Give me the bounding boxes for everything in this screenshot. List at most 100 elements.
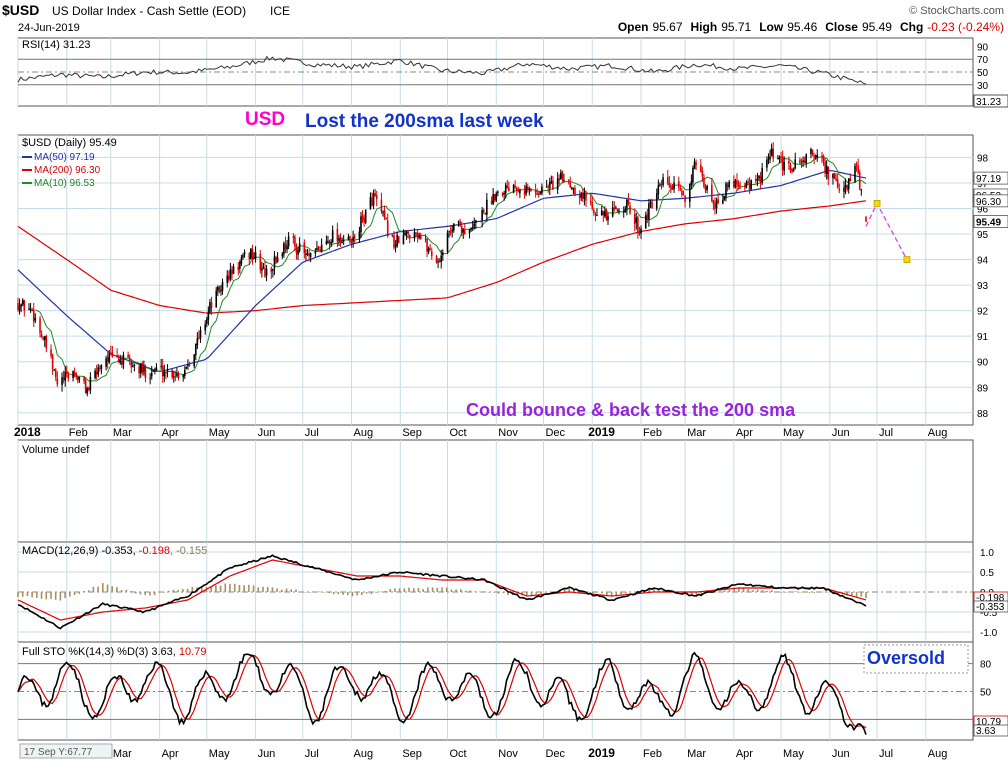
candle-body (593, 210, 595, 213)
macd-hist-bar (794, 591, 797, 592)
low-label: Low (759, 20, 784, 34)
projection-marker (903, 256, 911, 263)
macd-hist-bar (356, 592, 359, 596)
candle-body (670, 185, 672, 189)
candle-body (459, 221, 461, 227)
candle-body (690, 181, 693, 185)
candle-body (99, 367, 101, 369)
candle-body (67, 374, 70, 379)
candle-body (342, 239, 345, 242)
x-tick-label: Feb (69, 427, 88, 439)
macd-hist-bar (351, 592, 354, 597)
macd-hist-bar (365, 592, 368, 594)
macd-hist-bar (493, 592, 495, 593)
macd-hist-bar (615, 592, 618, 596)
candle-body (286, 245, 288, 250)
candle-body (734, 180, 737, 188)
stochastic-gridlines (17, 642, 973, 740)
macd-hist-bar (130, 591, 132, 592)
macd-hist-bar (422, 588, 424, 592)
candle-body (319, 249, 321, 251)
macd-hist-bar (587, 592, 589, 593)
candle-body (78, 376, 81, 380)
candle-body (571, 188, 573, 190)
candle-body (254, 252, 257, 259)
macd-hist-bar (394, 588, 396, 592)
candle-body (666, 177, 669, 183)
candle-body (31, 309, 33, 312)
macd-title-hist: , -0.155 (170, 545, 207, 557)
candle-body (314, 250, 317, 254)
macd-hist-bar (252, 585, 255, 592)
macd-hist-bar (549, 591, 552, 593)
stochastic-right-label: 3.63 (976, 726, 996, 737)
macd-title: MACD(12,26,9) -0.353, -0.198, -0.155 (22, 545, 207, 557)
candle-body (232, 266, 235, 274)
stochastic-right-labels: 10.793.63 (973, 715, 1008, 737)
candle-body (849, 178, 852, 182)
macd-hist-bar (238, 584, 241, 592)
candle-body (45, 335, 48, 349)
candle-body (747, 180, 749, 184)
candle-body (284, 243, 287, 250)
macd-hist-bar (761, 590, 764, 592)
candle-body (407, 231, 409, 235)
macd-hist-bar (31, 592, 33, 598)
candle-body (262, 266, 265, 268)
candle-body (42, 337, 44, 340)
stochastic-right-label-box (973, 724, 1008, 737)
candle-body (843, 187, 845, 192)
candle-body (361, 215, 364, 220)
x-tick-label: Aug (354, 748, 374, 760)
candle-body (722, 199, 724, 204)
legend-ma10-swatch (22, 182, 32, 184)
candle-body (550, 181, 553, 184)
macd-hist-bar (516, 592, 519, 595)
candle-body (585, 193, 587, 201)
candle-body (95, 371, 98, 375)
candle-body (580, 193, 583, 198)
candle-body (408, 235, 411, 239)
macd-hist-bar (389, 589, 391, 592)
candle-body (53, 369, 55, 371)
x-tick-label: Mar (687, 427, 706, 439)
candle-body (105, 358, 107, 367)
candle-body (777, 158, 779, 160)
candle-body (712, 200, 715, 204)
macd-hist-bar (634, 592, 636, 593)
macd-hist-bar (860, 592, 863, 597)
candle-body (583, 192, 586, 199)
x-tick-label: Jul (305, 748, 319, 760)
candle-body (116, 355, 118, 358)
candle-body (501, 192, 504, 196)
x-tick-label: Jun (258, 748, 276, 760)
macd-hist-bar (50, 592, 52, 599)
candle-body (506, 185, 509, 188)
macd-hist-bar (328, 592, 330, 594)
candle-body (174, 376, 177, 378)
x-tick-label: 2019 (588, 425, 615, 439)
candle-body (138, 366, 140, 374)
candle-body (350, 241, 353, 243)
macd-hist-bar (747, 589, 750, 592)
candle-body (193, 354, 196, 367)
candle-body (56, 378, 59, 385)
macd-hist-bar (295, 589, 297, 592)
candle-body (110, 352, 112, 354)
macd-hist-bar (346, 592, 349, 596)
macd-y-tick: -1.0 (980, 628, 998, 639)
candle-body (493, 194, 496, 201)
candle-body (769, 156, 771, 160)
candle-body (360, 216, 362, 233)
macd-hist-bar (219, 585, 222, 592)
macd-hist-bar (163, 592, 165, 593)
close-value: 95.49 (862, 20, 892, 34)
x-tick-label: Jun (258, 427, 276, 439)
candle-body (380, 199, 383, 212)
candle-body (802, 160, 804, 163)
macd-hist-bar (568, 587, 571, 592)
candle-body (640, 228, 642, 234)
candle-body (163, 371, 166, 377)
macd-hist-bar (624, 592, 627, 594)
